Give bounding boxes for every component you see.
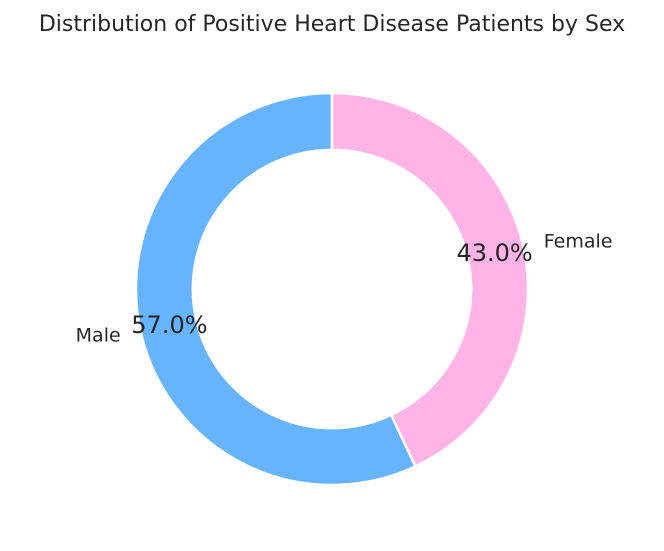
pct-label-male: 57.0% [131,311,208,340]
chart-title: Distribution of Positive Heart Disease P… [38,12,626,37]
slice-label-male: Male [75,324,121,347]
pct-label-female: 43.0% [456,238,533,267]
slice-label-female: Female [543,230,613,253]
pie-slice-male [134,91,417,487]
pie-slice-female [330,91,530,468]
